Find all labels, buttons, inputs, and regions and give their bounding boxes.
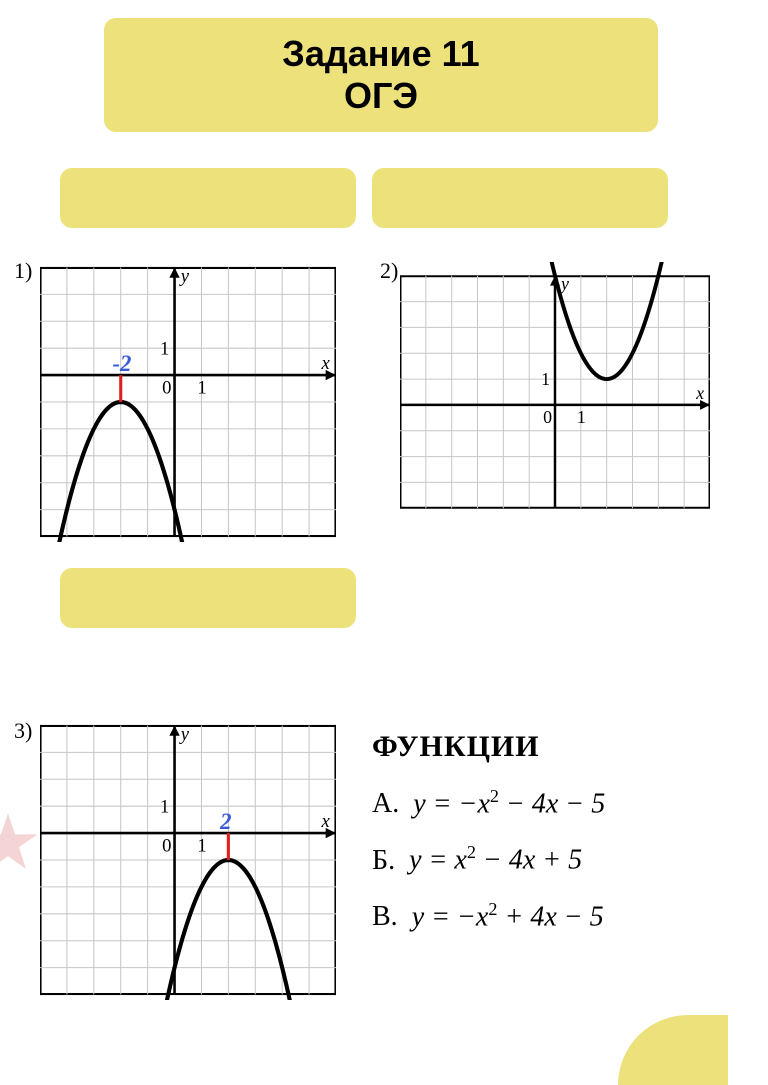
graph-label: 3) [14, 718, 32, 744]
graph-g1: 0 1 1 x y -2 [40, 262, 336, 542]
svg-text:2: 2 [219, 809, 231, 834]
yellow-bar-2 [372, 168, 668, 228]
function-letter: Б. [372, 845, 395, 877]
title-line-2: ОГЭ [344, 75, 418, 117]
functions-list: А. y = −x2 − 4x − 5 Б. y = x2 − 4x + 5 В. y =… [372, 786, 605, 933]
svg-text:1: 1 [541, 369, 550, 389]
svg-text:1: 1 [160, 338, 169, 359]
title-box: Задание 11 ОГЭ [104, 18, 658, 132]
yellow-bar-1 [60, 168, 356, 228]
function-equation: y = −x2 − 4x − 5 [413, 786, 605, 820]
function-row: В. y = −x2 + 4x − 5 [372, 899, 605, 933]
graph-label: 2) [380, 258, 398, 284]
svg-text:y: y [179, 724, 190, 745]
function-equation: y = x2 − 4x + 5 [409, 842, 582, 876]
svg-text:-2: -2 [112, 351, 131, 376]
function-row: Б. y = x2 − 4x + 5 [372, 842, 605, 876]
svg-text:x: x [321, 811, 331, 832]
svg-text:1: 1 [160, 796, 169, 817]
svg-text:0: 0 [162, 836, 171, 857]
function-row: А. y = −x2 − 4x − 5 [372, 786, 605, 820]
svg-text:x: x [695, 383, 704, 403]
yellow-bar-3 [60, 568, 356, 628]
svg-text:1: 1 [197, 836, 206, 857]
function-letter: А. [372, 788, 399, 820]
svg-text:1: 1 [577, 407, 586, 427]
svg-text:1: 1 [197, 378, 206, 399]
function-equation: y = −x2 + 4x − 5 [412, 899, 604, 933]
corner-shape [618, 1015, 728, 1085]
functions-title: ФУНКЦИИ [372, 730, 605, 764]
svg-text:0: 0 [543, 407, 552, 427]
star-icon [0, 810, 40, 874]
svg-text:y: y [179, 266, 190, 287]
graph-label: 1) [14, 258, 32, 284]
graph-g3: 0 1 1 x y 2 [40, 720, 336, 1000]
graph-g2: 011xy [400, 262, 710, 522]
functions-block: ФУНКЦИИ А. y = −x2 − 4x − 5 Б. y = x2 − 4x … [372, 730, 605, 933]
function-letter: В. [372, 901, 398, 933]
svg-text:0: 0 [162, 378, 171, 399]
title-line-1: Задание 11 [282, 33, 479, 75]
svg-text:x: x [321, 353, 331, 374]
